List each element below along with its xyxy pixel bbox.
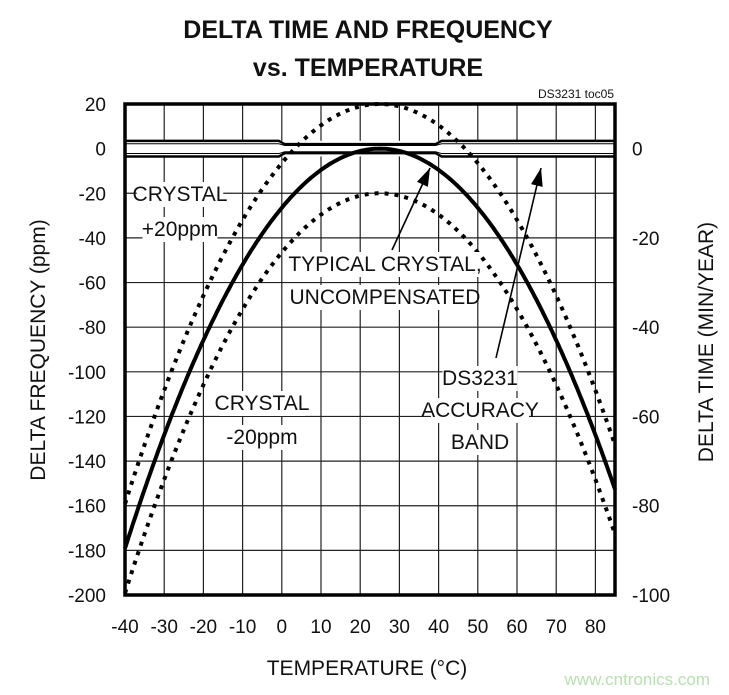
x-tick-label: 10: [310, 617, 331, 638]
y-tick-label: 0: [95, 140, 106, 161]
x-tick-label: 70: [546, 617, 567, 638]
y2-tick-label: -100: [632, 586, 670, 607]
y-tick-label: -80: [79, 318, 106, 339]
y-axis-label: DELTA FREQUENCY (ppm): [27, 219, 50, 480]
x-tick-label: 80: [585, 617, 606, 638]
accuracy-band-label-bg: [442, 366, 518, 391]
y-tick-label: -200: [68, 586, 106, 607]
watermark: www.cntronics.com: [564, 670, 710, 689]
accuracy-band-label-bg: [431, 398, 529, 423]
y-tick-label: -140: [68, 452, 106, 473]
typical-crystal-label: UNCOMPENSATED: [290, 286, 481, 309]
y-tick-label: -160: [68, 497, 106, 518]
crystal-minus-label-bg: [218, 391, 306, 416]
y-tick-label: -100: [68, 363, 106, 384]
x-tick-label: 60: [506, 617, 527, 638]
band-upper-line: [125, 139, 615, 146]
x-tick-label: 30: [389, 617, 410, 638]
y2-axis-label: DELTA TIME (MIN/YEAR): [695, 222, 718, 462]
crystal-minus-label: CRYSTAL: [215, 392, 310, 415]
figure-id: DS3231 toc05: [538, 87, 614, 101]
typical-crystal-label-bg: [307, 285, 463, 310]
annotations: CRYSTAL +20ppm CRYSTAL -20ppm TYPICAL CRYSTA…: [133, 167, 543, 455]
y-tick-label: 20: [85, 95, 106, 116]
band-arrow-head: [531, 168, 543, 187]
crystal-minus-label-bg: [224, 425, 300, 450]
y2-tick-label: -80: [632, 497, 659, 518]
band-arrow: [495, 167, 542, 359]
x-tick-label: -10: [229, 617, 256, 638]
y2-tick-label: -20: [632, 229, 659, 250]
x-tick-label: 40: [428, 617, 449, 638]
y-tick-label: -120: [68, 407, 106, 428]
y-tick-label: -20: [79, 184, 106, 205]
crystal-plus-label: CRYSTAL: [133, 183, 228, 206]
series-line-1: [123, 102, 617, 505]
typical-arrow-head: [416, 168, 430, 187]
tick-labels: -40 -30 -20 -10 0 10 20 30 40 50 60 70 80200-20-40-6…: [68, 95, 670, 638]
x-tick-label: -30: [150, 617, 177, 638]
accuracy-band-label: DS3231: [442, 367, 518, 390]
x-tick-label: 50: [467, 617, 488, 638]
y2-tick-label: 0: [632, 140, 643, 161]
accuracy-band-label-bg: [454, 430, 506, 455]
plot-frame: [123, 102, 617, 597]
crystal-plus-label: +20ppm: [142, 218, 218, 241]
accuracy-band-label: BAND: [451, 431, 509, 454]
series-line-0: [123, 146, 617, 550]
y-tick-label: -180: [68, 541, 106, 562]
x-tick-label: 0: [277, 617, 288, 638]
x-tick-label: -40: [111, 617, 138, 638]
y2-tick-label: -40: [632, 318, 659, 339]
y2-tick-label: -60: [632, 407, 659, 428]
chart-title: DELTA TIME AND FREQUENCY: [183, 16, 553, 44]
chart-subtitle: vs. TEMPERATURE: [253, 54, 483, 82]
y-tick-label: -40: [79, 229, 106, 250]
typical-crystal-label-bg: [290, 252, 480, 277]
y-tick-label: -60: [79, 274, 106, 295]
x-tick-label: 20: [350, 617, 371, 638]
crystal-plus-label-bg: [136, 182, 224, 207]
curves: [123, 102, 617, 594]
band-upper-inner-line: [125, 143, 615, 147]
crystal-minus-label: -20ppm: [226, 426, 297, 449]
accuracy-band-label: ACCURACY: [421, 399, 539, 422]
x-tick-label: -20: [190, 617, 217, 638]
x-axis-label: TEMPERATURE (°C): [267, 657, 468, 680]
crystal-plus-label-bg: [142, 217, 218, 242]
series-line-2: [123, 191, 617, 594]
typical-crystal-label: TYPICAL CRYSTAL,: [288, 253, 481, 276]
